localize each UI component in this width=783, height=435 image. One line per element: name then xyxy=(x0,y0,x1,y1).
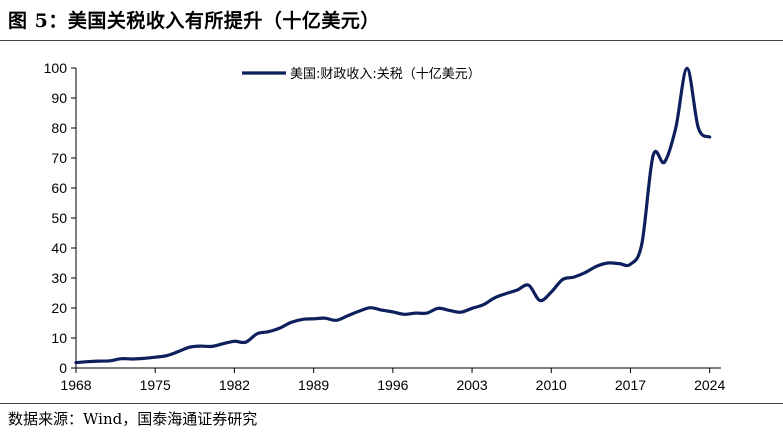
chart-axes xyxy=(75,68,721,369)
y-tick-label: 70 xyxy=(51,150,67,166)
x-tick-label: 1982 xyxy=(219,377,250,393)
title-rule xyxy=(0,40,783,41)
x-tick-label: 2003 xyxy=(456,377,487,393)
x-tick-label: 2024 xyxy=(694,377,725,393)
y-tick-label: 100 xyxy=(44,60,68,76)
y-tick-label: 0 xyxy=(59,360,67,376)
y-axis-ticks: 0 10 20 30 40 50 60 70 80 90 100 xyxy=(44,60,76,376)
y-tick-label: 30 xyxy=(51,270,67,286)
source-note: 数据来源：Wind，国泰海通证券研究 xyxy=(8,410,258,428)
x-tick-label: 2010 xyxy=(536,377,567,393)
x-tick-label: 2017 xyxy=(615,377,646,393)
y-tick-label: 60 xyxy=(51,180,67,196)
y-tick-label: 40 xyxy=(51,240,67,256)
y-tick-label: 20 xyxy=(51,300,67,316)
y-tick-label: 10 xyxy=(51,330,67,346)
x-tick-label: 1968 xyxy=(60,377,91,393)
x-tick-label: 1996 xyxy=(377,377,408,393)
y-tick-label: 90 xyxy=(51,90,67,106)
x-tick-label: 1989 xyxy=(298,377,329,393)
legend: 美国:财政收入:关税（十亿美元） xyxy=(242,67,481,82)
figure-title: 图 5：美国关税收入有所提升（十亿美元） xyxy=(8,10,380,32)
series-line xyxy=(74,66,712,365)
x-tick-label: 1975 xyxy=(140,377,171,393)
legend-label: 美国:财政收入:关税（十亿美元） xyxy=(290,67,481,82)
x-axis-ticks: 1968 1975 1982 1989 1996 2003 2010 2017 2024 xyxy=(60,368,725,393)
y-tick-label: 80 xyxy=(51,120,67,136)
y-tick-label: 50 xyxy=(51,210,67,226)
source-rule xyxy=(0,403,783,404)
